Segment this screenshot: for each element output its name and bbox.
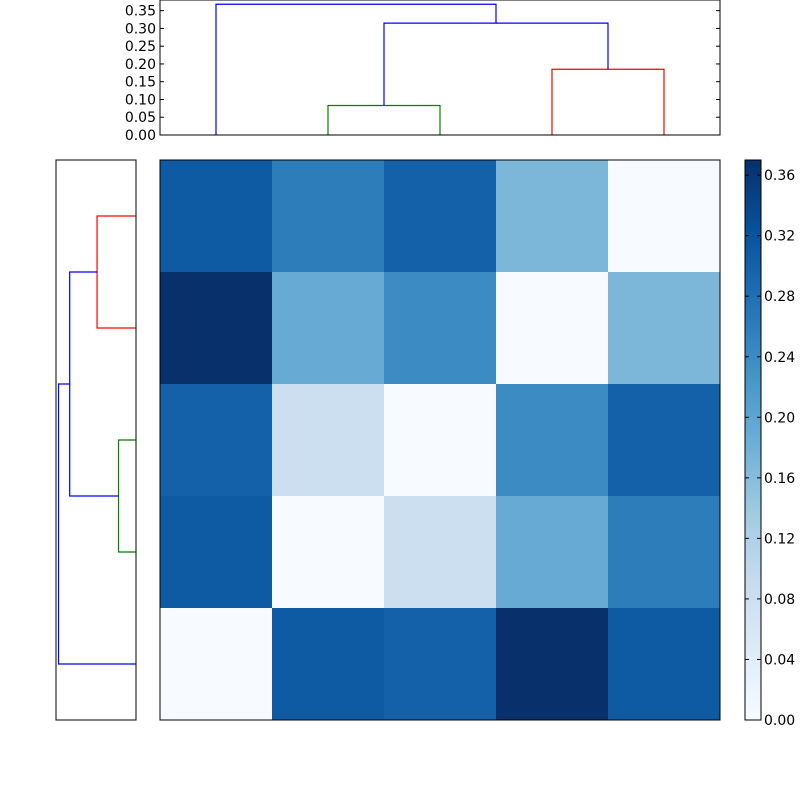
heatmap-cell bbox=[496, 496, 609, 609]
heatmap-cell bbox=[272, 496, 385, 609]
colorbar-tick-label: 0.24 bbox=[764, 350, 795, 366]
heatmap bbox=[159, 159, 721, 721]
top-dendrogram: 0.00 0.05 0.100.15 0.20 0.25 0.300.35 bbox=[125, 0, 721, 144]
heatmap-cell bbox=[160, 384, 273, 497]
top-dendrogram-tick-label: 0.05 bbox=[125, 110, 156, 126]
top-dendrogram-tick-label: 0.00 bbox=[125, 128, 156, 144]
heatmap-cell bbox=[608, 272, 721, 385]
heatmap-cell bbox=[384, 160, 497, 273]
colorbar-tick-label: 0.36 bbox=[764, 168, 795, 184]
top-dendrogram-tick-label: 0.30 bbox=[125, 21, 156, 37]
colorbar-tick-label: 0.28 bbox=[764, 289, 795, 305]
heatmap-cell bbox=[496, 384, 609, 497]
heatmap-cell bbox=[384, 272, 497, 385]
colorbar-tick-label: 0.32 bbox=[764, 229, 795, 245]
top-dendrogram-frame bbox=[159, 0, 721, 136]
heatmap-frame bbox=[159, 159, 721, 721]
top-dendrogram-tick-label: 0.20 bbox=[125, 57, 156, 73]
colorbar-frame bbox=[744, 159, 762, 721]
left-dendrogram bbox=[55, 159, 137, 721]
top-dendrogram-tick-label: 0.35 bbox=[125, 4, 156, 20]
heatmap-cell bbox=[608, 496, 721, 609]
heatmap-cell bbox=[608, 384, 721, 497]
heatmap-cell bbox=[160, 160, 273, 273]
heatmap-cell bbox=[384, 496, 497, 609]
colorbar-tick-label: 0.04 bbox=[764, 652, 795, 668]
colorbar-tick-label: 0.00 bbox=[764, 713, 795, 729]
heatmap-cell bbox=[160, 608, 273, 721]
heatmap-cell bbox=[272, 384, 385, 497]
heatmap-cell bbox=[272, 160, 385, 273]
heatmap-cell bbox=[384, 608, 497, 721]
colorbar: 0.00 0.04 0.08 0.12 0.16 0.20 0.24 0.28 0.32 0.36 bbox=[744, 159, 795, 729]
heatmap-cell bbox=[272, 272, 385, 385]
heatmap-cell bbox=[496, 272, 609, 385]
heatmap-cell bbox=[384, 384, 497, 497]
colorbar-tick-label: 0.16 bbox=[764, 471, 795, 487]
heatmap-cell bbox=[608, 160, 721, 273]
heatmap-cell bbox=[272, 608, 385, 721]
top-dendrogram-link bbox=[215, 3, 497, 135]
top-dendrogram-tick-label: 0.25 bbox=[125, 39, 156, 55]
heatmap-cell bbox=[608, 608, 721, 721]
colorbar-tick-label: 0.08 bbox=[764, 592, 795, 608]
heatmap-cell bbox=[496, 160, 609, 273]
left-dendrogram-frame bbox=[55, 159, 137, 721]
left-dendrogram-link bbox=[57, 383, 136, 665]
heatmap-cell bbox=[160, 496, 273, 609]
colorbar-tick-label: 0.12 bbox=[764, 531, 795, 547]
heatmap-cell bbox=[160, 272, 273, 385]
top-dendrogram-tick-label: 0.10 bbox=[125, 92, 156, 108]
heatmap-cell bbox=[496, 608, 609, 721]
top-dendrogram-tick-label: 0.15 bbox=[125, 75, 156, 91]
colorbar-tick-label: 0.20 bbox=[764, 410, 795, 426]
colorbar-gradient bbox=[745, 160, 761, 720]
